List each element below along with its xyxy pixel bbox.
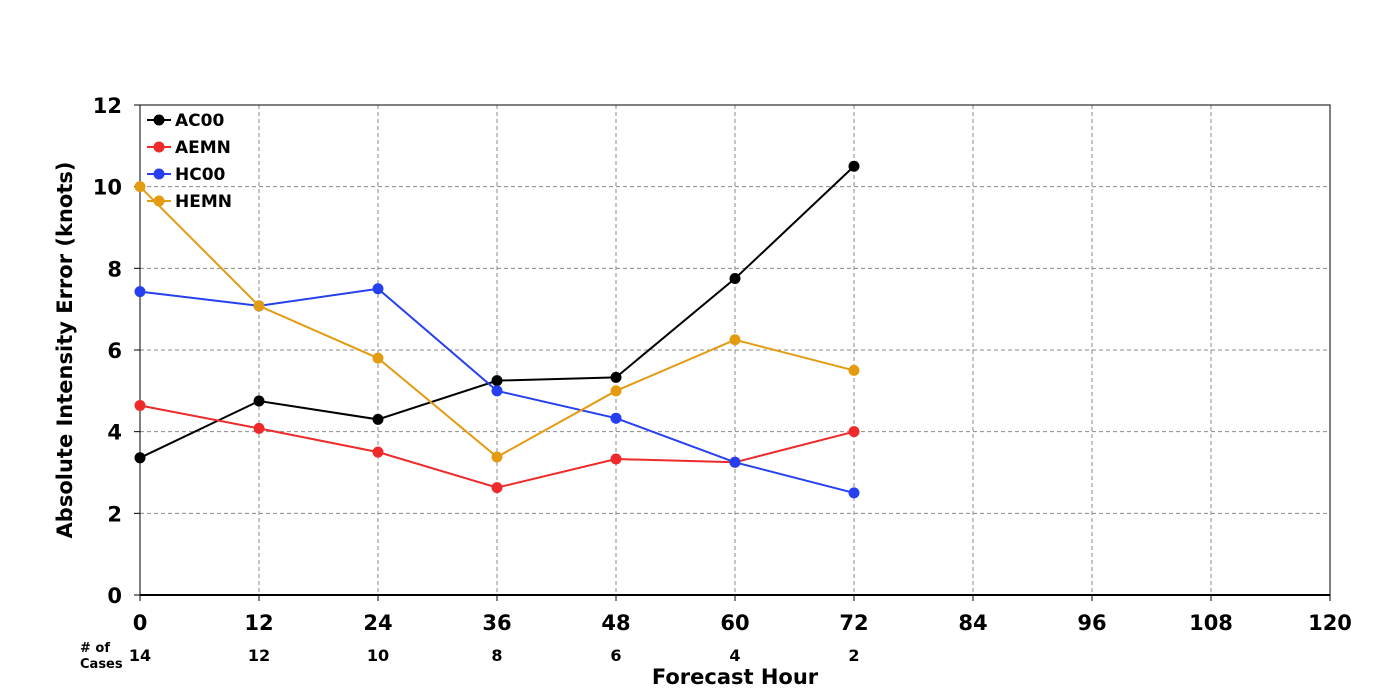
series-hemn: [134, 181, 860, 463]
x-tick-label: 72: [839, 611, 868, 635]
data-point-aemn: [491, 482, 503, 494]
data-point-ac00: [134, 452, 146, 464]
y-tick-label: 0: [107, 584, 122, 608]
x-axis-label: Forecast Hour: [652, 665, 819, 689]
data-point-hc00: [848, 487, 860, 499]
data-point-hemn: [372, 352, 384, 364]
data-point-ac00: [491, 375, 503, 387]
legend-marker: [153, 195, 165, 207]
y-axis-ticks: 0 2 4 6 8 10 12: [93, 94, 140, 608]
x-tick-label: 96: [1077, 611, 1106, 635]
data-point-hc00: [134, 286, 146, 298]
legend-item-hc00: HC00: [147, 165, 226, 185]
legend-label: HEMN: [175, 192, 232, 212]
data-point-ac00: [729, 273, 741, 285]
legend-item-aemn: AEMN: [147, 138, 231, 158]
data-point-aemn: [253, 422, 265, 434]
data-point-hemn: [729, 334, 741, 346]
legend-marker: [153, 114, 165, 126]
data-point-hemn: [253, 300, 265, 312]
legend-marker: [153, 141, 165, 153]
data-point-ac00: [372, 413, 384, 425]
x-tick-label: 0: [133, 611, 148, 635]
data-point-hemn: [134, 181, 146, 193]
legend-label: AC00: [175, 111, 224, 131]
x-tick-label: 108: [1189, 611, 1233, 635]
cases-label-second-line: Cases: [80, 657, 123, 672]
data-point-hc00: [729, 456, 741, 468]
legend-label: HC00: [175, 165, 226, 185]
case-count: 6: [610, 646, 621, 665]
y-tick-label: 10: [93, 176, 122, 200]
y-tick-label: 6: [107, 339, 122, 363]
case-count: 14: [129, 646, 151, 665]
cases-row: # of Cases 14 12 10 8 6 4 2: [80, 641, 860, 672]
cases-label: # of: [80, 641, 110, 656]
data-point-aemn: [610, 453, 622, 465]
case-count: 4: [729, 646, 740, 665]
y-tick-label: 2: [107, 502, 122, 526]
legend-item-ac00: AC00: [147, 111, 224, 131]
series-ac00: [134, 160, 860, 464]
x-tick-label: 84: [958, 611, 987, 635]
legend: AC00 AEMN HC00 HEMN: [147, 111, 232, 212]
data-point-hemn: [610, 385, 622, 397]
data-point-aemn: [372, 446, 384, 458]
grid-lines: [140, 105, 1330, 595]
x-tick-label: 120: [1308, 611, 1352, 635]
data-point-ac00: [610, 371, 622, 383]
case-count: 8: [491, 646, 502, 665]
data-point-hc00: [372, 283, 384, 295]
x-axis-ticks: 0 12 24 36 48 60 72 84 96 108 120: [133, 595, 1352, 635]
y-axis-label: Absolute Intensity Error (knots): [53, 162, 77, 539]
x-tick-label: 12: [244, 611, 273, 635]
data-point-hc00: [610, 412, 622, 424]
data-point-aemn: [134, 400, 146, 412]
case-count: 12: [248, 646, 270, 665]
data-point-aemn: [848, 426, 860, 438]
y-tick-label: 8: [107, 257, 122, 281]
y-tick-label: 4: [107, 421, 122, 445]
x-tick-label: 36: [482, 611, 511, 635]
legend-label: AEMN: [175, 138, 231, 158]
legend-marker: [153, 168, 165, 180]
data-point-hemn: [848, 364, 860, 376]
x-tick-label: 60: [720, 611, 749, 635]
data-point-ac00: [253, 395, 265, 407]
data-point-ac00: [848, 160, 860, 172]
series-line-aemn: [139, 404, 855, 489]
case-count: 10: [367, 646, 389, 665]
x-tick-label: 48: [601, 611, 630, 635]
y-tick-label: 12: [93, 94, 122, 118]
series-layer: [134, 160, 860, 499]
x-tick-label: 24: [363, 611, 392, 635]
data-point-hemn: [491, 451, 503, 463]
data-point-hc00: [491, 385, 503, 397]
legend-item-hemn: HEMN: [147, 192, 232, 212]
case-count: 2: [848, 646, 859, 665]
